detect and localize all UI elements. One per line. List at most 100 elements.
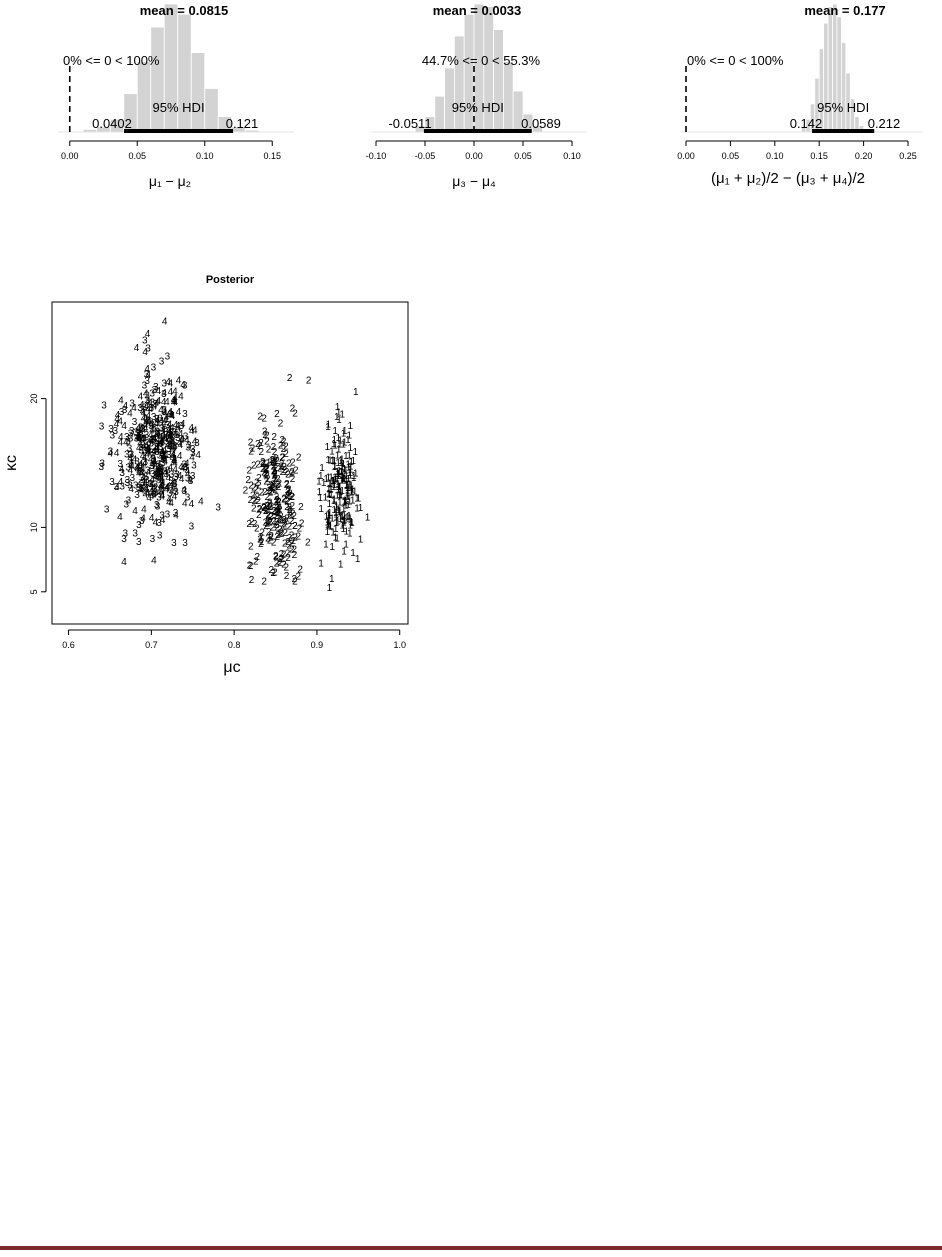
scatter-point-2: 2 [258, 532, 264, 543]
scatter-point-4: 4 [137, 439, 143, 450]
scatter-point-2: 2 [286, 491, 292, 502]
scatter-point-4: 4 [123, 401, 129, 412]
scatter-point-2: 2 [278, 512, 284, 523]
scatter-point-4: 4 [169, 453, 175, 464]
scatter-point-1: 1 [355, 554, 361, 565]
scatter-point-4: 4 [162, 446, 168, 457]
scatter-point-2: 2 [249, 575, 255, 586]
x-tick-label: 0.10 [563, 151, 581, 161]
histogram-bar [453, 35, 465, 133]
scatter-point-1: 1 [338, 514, 344, 525]
scatter-point-2: 2 [274, 508, 280, 519]
scatter-point-4: 4 [151, 489, 157, 500]
scatter-point-3: 3 [133, 480, 139, 491]
scatter-point-4: 4 [128, 484, 134, 495]
scatter-point-4: 4 [163, 457, 169, 468]
scatter-point-2: 2 [254, 523, 260, 534]
scatter-point-1: 1 [324, 517, 330, 528]
scatter-point-1: 1 [340, 440, 346, 451]
scatter-point-2: 2 [274, 492, 280, 503]
scatter-point-2: 2 [281, 518, 287, 529]
scatter-point-4: 4 [183, 463, 189, 474]
scatter-point-4: 4 [155, 466, 161, 477]
scatter-point-1: 1 [349, 488, 355, 499]
scatter-point-2: 2 [280, 554, 286, 565]
scatter-point-2: 2 [279, 529, 285, 540]
scatter-point-4: 4 [134, 343, 140, 354]
scatter-point-4: 4 [165, 441, 171, 452]
scatter-point-3: 3 [125, 475, 131, 486]
scatter-point-3: 3 [140, 423, 146, 434]
scatter-point-1: 1 [332, 461, 338, 472]
scatter-point-3: 3 [190, 444, 196, 455]
scatter-point-2: 2 [273, 552, 279, 563]
scatter-point-2: 2 [267, 499, 273, 510]
scatter-point-1: 1 [335, 479, 341, 490]
scatter-point-4: 4 [151, 425, 157, 436]
scatter-point-4: 4 [161, 397, 167, 408]
scatter-point-2: 2 [254, 477, 260, 488]
scatter-point-2: 2 [276, 497, 282, 508]
scatter-point-1: 1 [350, 548, 356, 559]
scatter-point-2: 2 [255, 496, 261, 507]
scatter-point-2: 2 [261, 503, 267, 514]
scatter-point-2: 2 [271, 442, 277, 453]
scatter-point-4: 4 [160, 431, 166, 442]
scatter-point-3: 3 [186, 442, 192, 453]
scatter-point-3: 3 [126, 495, 132, 506]
scatter-point-1: 1 [334, 502, 340, 513]
x-tick-label: 1.0 [393, 640, 406, 650]
scatter-point-2: 2 [271, 537, 277, 548]
scatter-point-3: 3 [119, 407, 125, 418]
scatter-point-2: 2 [270, 522, 276, 533]
scatter-point-2: 2 [271, 466, 277, 477]
scatter-point-3: 3 [154, 439, 160, 450]
scatter-point-2: 2 [257, 411, 263, 422]
scatter-point-2: 2 [265, 516, 271, 527]
scatter-point-1: 1 [325, 422, 331, 433]
scatter-point-4: 4 [167, 420, 173, 431]
scatter-point-1: 1 [344, 475, 350, 486]
scatter-point-4: 4 [156, 396, 162, 407]
x-tick-label: 0.10 [766, 151, 784, 161]
scatter-point-1: 1 [331, 505, 337, 516]
scatter-point-2: 2 [286, 485, 292, 496]
scatter-point-4: 4 [166, 498, 172, 509]
scatter-point-4: 4 [182, 498, 188, 509]
scatter-point-3: 3 [140, 441, 146, 452]
scatter-point-3: 3 [150, 454, 156, 465]
scatter-point-3: 3 [149, 420, 155, 431]
scatter-point-4: 4 [147, 398, 153, 409]
scatter-point-4: 4 [138, 391, 144, 402]
scatter-point-3: 3 [157, 530, 163, 541]
scatter-point-2: 2 [284, 496, 290, 507]
scatter-point-4: 4 [166, 428, 172, 439]
scatter-point-2: 2 [263, 521, 269, 532]
scatter-point-1: 1 [333, 509, 339, 520]
scatter-point-4: 4 [141, 505, 147, 516]
scatter-point-1: 1 [328, 478, 334, 489]
scatter-point-3: 3 [139, 516, 145, 527]
scatter-point-4: 4 [172, 443, 178, 454]
scatter-point-2: 2 [293, 465, 299, 476]
scatter-point-1: 1 [339, 454, 345, 465]
scatter-point-2: 2 [291, 574, 297, 585]
scatter-point-4: 4 [158, 405, 164, 416]
scatter-point-1: 1 [337, 498, 343, 509]
scatter-point-3: 3 [121, 534, 127, 545]
scatter-point-3: 3 [190, 448, 196, 459]
scatter-point-3: 3 [158, 485, 164, 496]
scatter-point-3: 3 [173, 472, 179, 483]
mean-label: mean = 0.0815 [140, 3, 229, 18]
scatter-point-1: 1 [337, 490, 343, 501]
scatter-point-3: 3 [144, 475, 150, 486]
scatter-point-2: 2 [286, 459, 292, 470]
scatter-point-1: 1 [335, 517, 341, 528]
scatter-point-1: 1 [325, 455, 331, 466]
scatter-point-2: 2 [251, 483, 257, 494]
hdi-high-label: 0.212 [868, 116, 901, 131]
scatter-point-1: 1 [341, 518, 347, 529]
scatter-point-1: 1 [336, 445, 342, 456]
scatter-point-4: 4 [140, 513, 146, 524]
hdi-high-label: 0.0589 [521, 116, 561, 131]
